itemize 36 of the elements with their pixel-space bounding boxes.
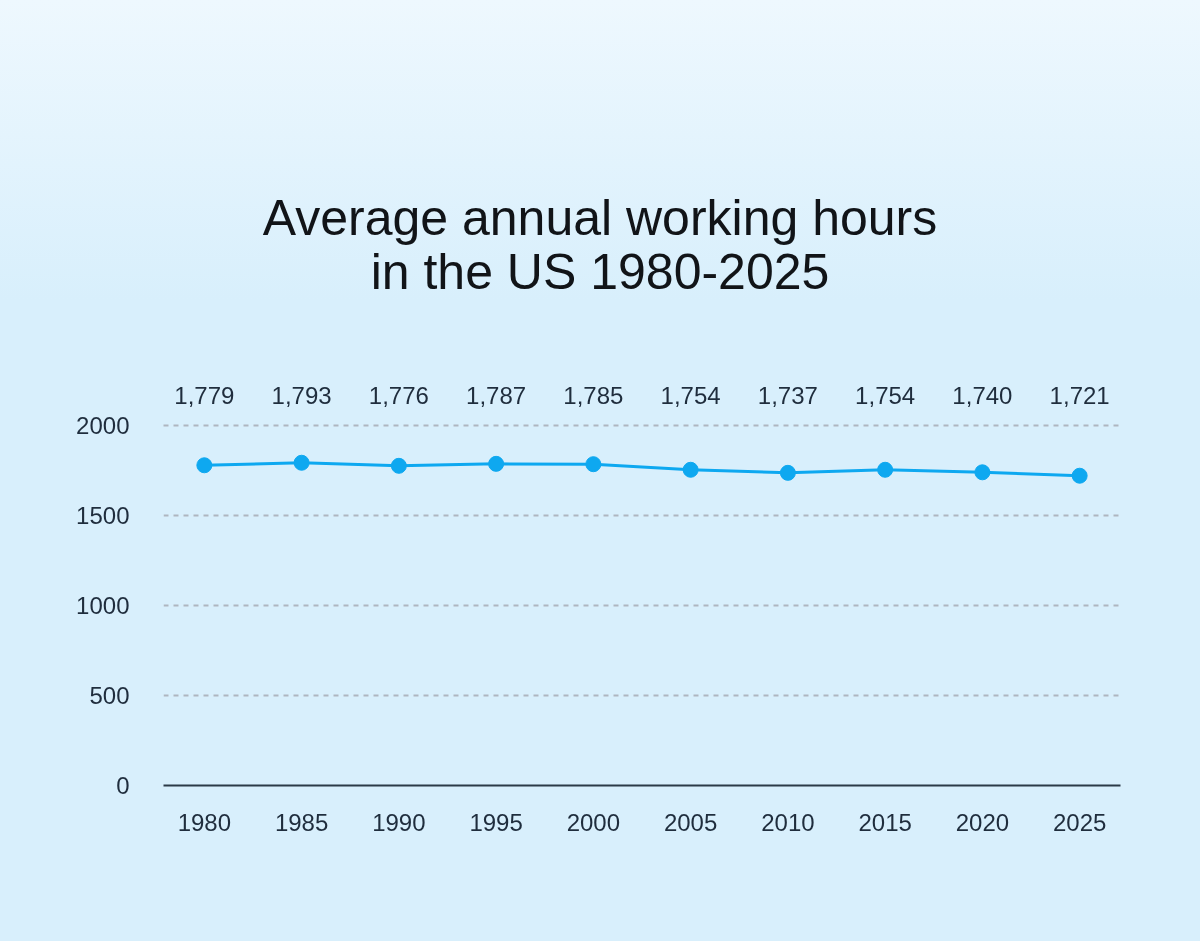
y-tick-label: 1000 bbox=[76, 592, 130, 619]
x-tick-label: 2000 bbox=[566, 808, 621, 836]
x-tick-label: 1995 bbox=[469, 808, 523, 836]
y-tick-label: 1500 bbox=[76, 502, 130, 529]
point bbox=[488, 455, 505, 472]
data-label: 1,740 bbox=[952, 381, 1013, 409]
data-label: 1,737 bbox=[757, 381, 818, 409]
point bbox=[974, 464, 991, 481]
point bbox=[390, 457, 407, 474]
data-label: 1,776 bbox=[368, 381, 429, 409]
x-tick-label: 2015 bbox=[858, 808, 912, 836]
point bbox=[293, 454, 310, 471]
x-tick-label: 1990 bbox=[372, 808, 426, 836]
point bbox=[196, 457, 213, 474]
data-label: 1,793 bbox=[271, 381, 332, 409]
x-tick-label: 2010 bbox=[761, 808, 815, 836]
point bbox=[779, 464, 796, 481]
data-label: 1,754 bbox=[855, 381, 916, 409]
point bbox=[682, 461, 699, 478]
x-tick-label: 2005 bbox=[663, 808, 718, 836]
x-tick-label: 2020 bbox=[955, 808, 1010, 836]
x-tick-label: 2025 bbox=[1052, 808, 1107, 836]
x-tick-label: 1980 bbox=[177, 808, 232, 836]
data-label: 1,721 bbox=[1049, 381, 1110, 409]
point bbox=[1071, 467, 1088, 484]
y-tick-label: 2000 bbox=[76, 412, 130, 439]
y-tick-label: 0 bbox=[116, 772, 130, 799]
data-label: 1,779 bbox=[174, 381, 235, 409]
chart-title: Average annual working hours in the US 1980-2025 bbox=[262, 190, 938, 300]
data-label: 1,787 bbox=[466, 381, 527, 409]
data-label: 1,754 bbox=[660, 381, 721, 409]
point bbox=[585, 456, 602, 473]
point bbox=[877, 461, 894, 478]
y-tick-label: 500 bbox=[89, 682, 130, 709]
data-label: 1,785 bbox=[563, 381, 624, 409]
x-tick-label: 1985 bbox=[274, 808, 329, 836]
